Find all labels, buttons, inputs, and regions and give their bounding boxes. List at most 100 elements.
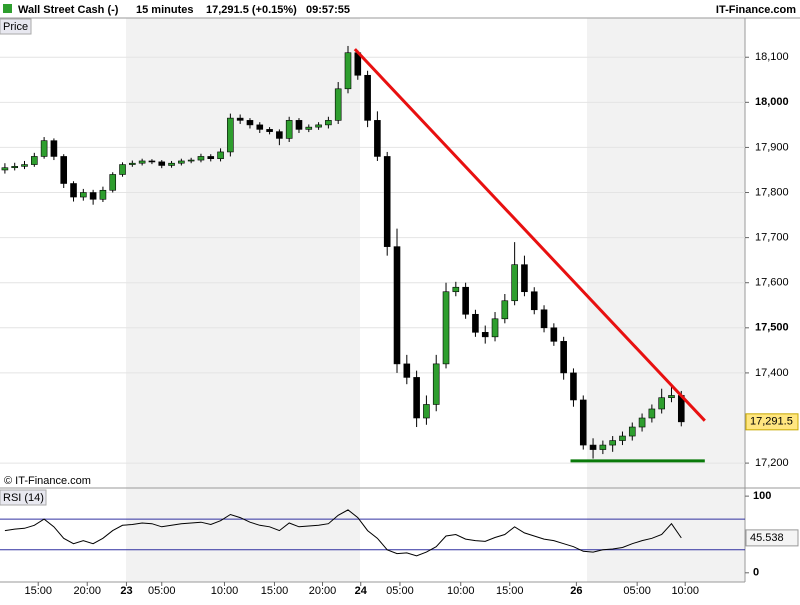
candle-body (80, 192, 87, 198)
rsi-line (4, 509, 682, 557)
candle-body (452, 286, 460, 293)
trend-line (353, 48, 706, 422)
candle-body (403, 363, 411, 378)
candle-body (344, 52, 352, 90)
panel-label: Price (3, 21, 28, 33)
interval: 15 minutes (136, 4, 193, 16)
candle-body (413, 377, 420, 419)
credit: © IT-Finance.com (4, 475, 91, 487)
candle-body (364, 74, 371, 121)
candle-body (325, 120, 332, 126)
x-tick-label: 20:00 (309, 585, 337, 597)
candle-body (50, 140, 58, 157)
candle-body (579, 399, 587, 446)
x-tick-label: 15:00 (496, 585, 524, 597)
x-tick-label: 15:00 (261, 585, 289, 597)
candle-body (266, 129, 273, 132)
x-tick-label: 05:00 (386, 585, 414, 597)
candle-body (472, 313, 479, 333)
candle-body (168, 162, 175, 166)
candle-body (628, 426, 636, 437)
candle-body (530, 291, 538, 311)
candle-body (295, 120, 303, 130)
candle-body (178, 160, 185, 164)
candle-body (21, 164, 28, 167)
candle-body (31, 156, 38, 165)
x-tick-label: 10:00 (671, 585, 699, 597)
candle-body (609, 440, 616, 446)
last-value-label: 45.538 (750, 532, 784, 544)
candle-body (276, 131, 283, 139)
instrument: Wall Street Cash (-) (18, 4, 119, 16)
candle-body (40, 140, 48, 157)
candle-body (246, 120, 254, 126)
candle-body (511, 264, 518, 302)
last-value-tag (745, 529, 799, 547)
candle-body (305, 126, 313, 130)
x-tick-label: 10:00 (447, 585, 475, 597)
candle-body (89, 192, 97, 200)
candle-body (599, 444, 607, 450)
y-tick-label: 17,700 (755, 232, 789, 244)
candle-body (491, 318, 499, 338)
x-tick-label: 10:00 (211, 585, 239, 597)
y-tick-label: 17,500 (755, 322, 789, 334)
candle-body (148, 160, 156, 163)
candle-body (560, 341, 567, 374)
last-price-label: 17,291.5 (750, 416, 793, 428)
y-tick-label: 18,100 (755, 51, 789, 63)
candle-body (658, 397, 665, 410)
last-price-tag (745, 413, 799, 431)
candle-body (1, 167, 9, 171)
candle-body (638, 417, 646, 428)
candle-body (99, 189, 107, 200)
candle-body (619, 435, 626, 441)
candle-body (285, 120, 293, 139)
candle-body (236, 117, 244, 121)
candle-body (315, 124, 322, 128)
x-tick-label: 24 (355, 585, 368, 597)
candle-body (70, 183, 77, 198)
y-tick-label: 100 (753, 490, 771, 502)
candle-body (334, 88, 342, 121)
candle-body (207, 156, 215, 159)
candle-body (432, 363, 440, 405)
x-tick-label: 15:00 (24, 585, 52, 597)
candle-body (423, 404, 430, 419)
candle-body (227, 117, 234, 153)
candle-body (589, 444, 597, 450)
header: Wall Street Cash (-) 15 minutes 17,291.5… (0, 0, 800, 18)
candle-body (383, 156, 391, 247)
candle-body (550, 327, 558, 342)
y-tick-label: 17,900 (755, 141, 789, 153)
y-tick-label: 0 (753, 567, 759, 579)
price: 17,291.5 (+0.15%) (206, 4, 297, 16)
candle-body (374, 120, 381, 157)
y-tick-label: 17,800 (755, 186, 789, 198)
candle-body (129, 162, 136, 165)
y-tick-label: 17,400 (755, 367, 789, 379)
candle-body (540, 309, 548, 329)
candle-body (481, 332, 489, 338)
candle-body (393, 246, 401, 365)
candle-body (138, 160, 146, 164)
candle-body (119, 164, 126, 175)
candle-body (668, 395, 675, 399)
x-tick-label: 05:00 (148, 585, 176, 597)
x-tick-label: 20:00 (73, 585, 101, 597)
candle-body (521, 264, 528, 293)
y-tick-label: 17,200 (755, 457, 789, 469)
y-tick-label: 18,000 (755, 96, 789, 108)
x-tick-label: 23 (120, 585, 132, 597)
candle-body (11, 166, 19, 169)
candle-body (256, 124, 264, 130)
candle-body (60, 156, 68, 184)
candle-body (442, 291, 450, 365)
candle-body (158, 161, 166, 166)
candle-body (197, 156, 205, 161)
candle-body (462, 286, 469, 315)
candle-body (570, 372, 577, 401)
candle-body (217, 151, 224, 160)
header-bar (0, 0, 800, 18)
